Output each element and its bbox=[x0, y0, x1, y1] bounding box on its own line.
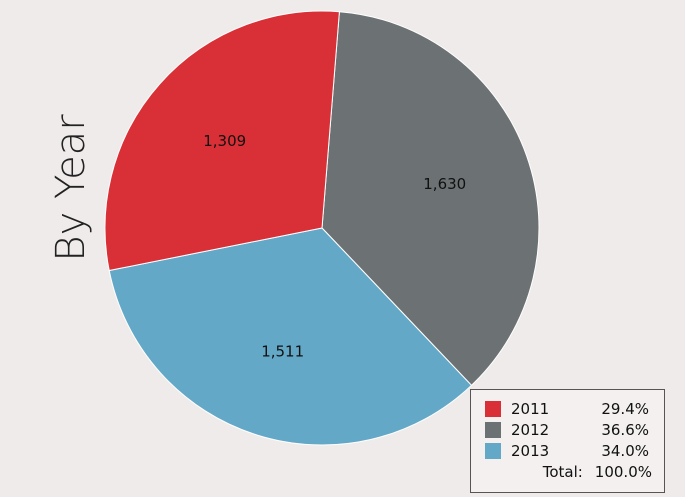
legend-item-2013: 2013 34.0% bbox=[485, 440, 654, 461]
slice-value-label-2012: 1,630 bbox=[423, 175, 466, 193]
legend-total-value: 100.0% bbox=[594, 462, 652, 481]
pie-slices bbox=[104, 10, 540, 446]
legend-percent: 34.0% bbox=[601, 441, 649, 460]
slice-labels: 1,630 1,511 1,309 bbox=[203, 132, 466, 361]
legend-swatch bbox=[485, 400, 501, 417]
legend-total-label: Total: bbox=[542, 462, 583, 481]
legend-total: Total: 100.0% bbox=[485, 461, 654, 482]
legend-series-name: 2012 bbox=[511, 420, 550, 439]
pie-slice-2013 bbox=[108, 227, 473, 446]
legend-series-name: 2011 bbox=[511, 399, 550, 418]
y-axis-label: By Year bbox=[48, 114, 94, 262]
pie-slice-2012 bbox=[321, 11, 540, 387]
legend-item-2012: 2012 36.6% bbox=[485, 419, 654, 440]
slice-value-label-2011: 1,309 bbox=[203, 132, 246, 150]
pie-slice-2011 bbox=[104, 10, 340, 272]
legend-percent: 36.6% bbox=[601, 420, 649, 439]
slice-value-label-2013: 1,511 bbox=[261, 343, 304, 361]
legend-swatch bbox=[485, 421, 501, 438]
legend-series-name: 2013 bbox=[511, 441, 550, 460]
legend-percent: 29.4% bbox=[601, 399, 649, 418]
legend: 2011 29.4% 2012 36.6% 2013 34.0% Total: … bbox=[470, 389, 665, 493]
legend-swatch bbox=[485, 442, 501, 459]
legend-item-2011: 2011 29.4% bbox=[485, 398, 654, 419]
